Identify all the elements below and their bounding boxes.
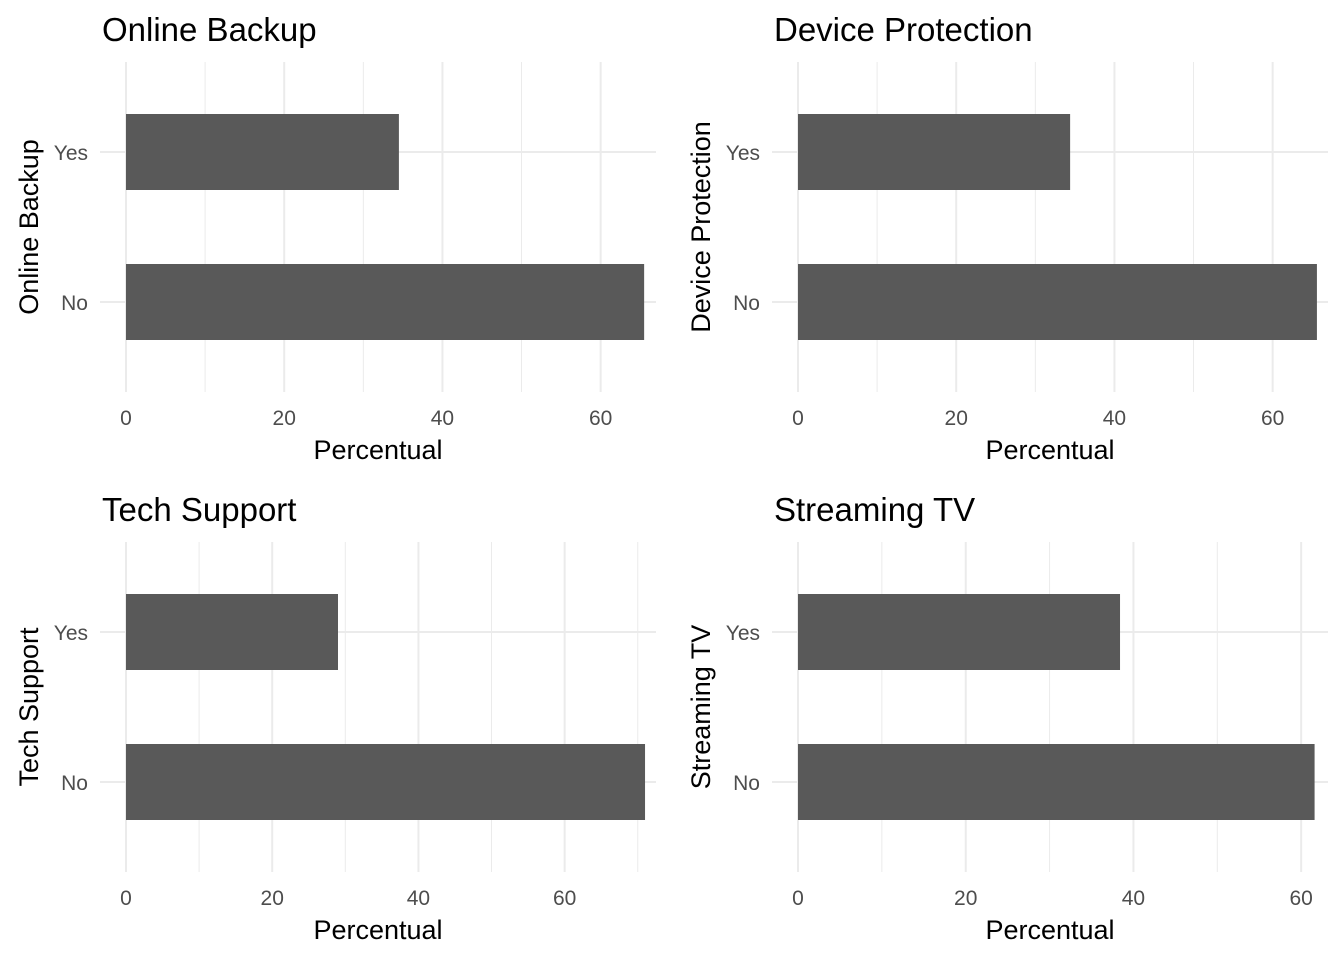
chart-title: Device Protection [774,11,1033,48]
x-tick-label: 60 [1261,407,1284,430]
y-axis-title: Online Backup [14,139,44,315]
x-tick-label: 60 [553,887,576,910]
y-tick-label: No [61,292,88,315]
y-tick-label: Yes [726,622,760,645]
x-tick-label: 20 [954,887,977,910]
y-tick-label: Yes [54,142,88,165]
x-tick-label: 0 [792,407,804,430]
bar-no [126,264,645,340]
chart-device-protection: No Yes 0 20 40 60 Device Protection Percentual D… [686,11,1328,465]
x-tick-label: 20 [945,407,968,430]
x-axis-title: Percentual [313,435,442,465]
y-axis-title: Tech Support [14,627,44,787]
y-axis-title: Device Protection [686,121,716,333]
x-tick-label: 0 [792,887,804,910]
x-axis-title: Percentual [313,915,442,945]
chart-tech-support: No Yes 0 20 40 60 Tech Support Percentual Tech S… [14,491,656,945]
bar-no [798,264,1317,340]
bar-yes [126,114,399,190]
x-axis-title: Percentual [985,915,1114,945]
bar-yes [798,594,1121,670]
chart-panel-streaming-tv: No Yes 0 20 40 60 Streaming TV Percentual Stream… [672,480,1344,960]
bar-yes [126,594,338,670]
y-tick-label: No [733,772,760,795]
bar-no [798,744,1315,820]
chart-panel-online-backup: No Yes 0 20 40 60 Online Backup Percentual Onlin… [0,0,672,480]
y-tick-label: No [733,292,760,315]
bar-yes [798,114,1071,190]
x-tick-label: 40 [1103,407,1126,430]
x-tick-label: 0 [120,407,132,430]
chart-title: Online Backup [102,11,317,48]
x-tick-label: 0 [120,887,132,910]
y-axis-title: Streaming TV [686,625,716,790]
x-tick-label: 60 [589,407,612,430]
chart-title: Tech Support [102,491,296,528]
x-axis-title: Percentual [985,435,1114,465]
y-tick-label: Yes [54,622,88,645]
x-tick-label: 40 [431,407,454,430]
y-tick-label: No [61,772,88,795]
x-tick-label: 20 [261,887,284,910]
x-tick-label: 40 [407,887,430,910]
chart-title: Streaming TV [774,491,975,528]
x-tick-label: 20 [273,407,296,430]
chart-panel-device-protection: No Yes 0 20 40 60 Device Protection Percentual D… [672,0,1344,480]
x-tick-label: 60 [1289,887,1312,910]
chart-online-backup: No Yes 0 20 40 60 Online Backup Percentual Onlin… [14,11,656,465]
chart-panel-tech-support: No Yes 0 20 40 60 Tech Support Percentual Tech S… [0,480,672,960]
x-tick-label: 40 [1122,887,1145,910]
bar-no [126,744,646,820]
chart-streaming-tv: No Yes 0 20 40 60 Streaming TV Percentual Stream… [686,491,1328,945]
y-tick-label: Yes [726,142,760,165]
